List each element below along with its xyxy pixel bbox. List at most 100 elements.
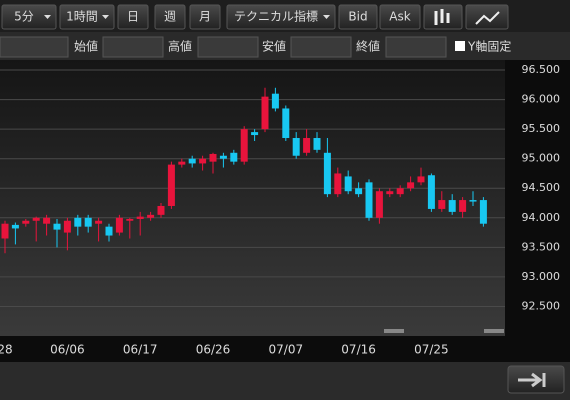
button-label: 日	[127, 10, 139, 24]
chart-type-button[interactable]	[465, 4, 509, 30]
candle-body	[230, 152, 238, 162]
candle-body	[115, 217, 123, 233]
candle-body	[313, 138, 321, 150]
candle-body	[469, 200, 477, 202]
candle-body	[32, 217, 40, 221]
candle-body	[43, 217, 51, 224]
candle-body	[251, 132, 259, 136]
candle-body	[365, 182, 373, 218]
checkbox-label: Y軸固定	[467, 39, 511, 54]
x-tick-label: 07/25	[414, 343, 449, 357]
toolbar-button[interactable]	[226, 4, 336, 30]
candle-body	[188, 158, 196, 164]
toolbar-button[interactable]	[379, 4, 421, 30]
dropdown-arrow	[44, 15, 51, 19]
y-tick-label: 95.000	[522, 152, 561, 165]
candle-body	[53, 223, 61, 230]
candle-body	[261, 96, 269, 130]
candle-body	[95, 220, 103, 224]
candle-body	[407, 182, 415, 189]
candle-body	[167, 164, 175, 206]
candle-body	[1, 223, 9, 239]
candle-body	[344, 176, 352, 192]
candle-body	[157, 205, 165, 215]
candle-body	[303, 138, 311, 153]
candle-body	[438, 200, 446, 209]
candle-body	[417, 176, 425, 183]
input[interactable]	[0, 36, 69, 58]
scroll-handle[interactable]	[384, 329, 404, 333]
field-label: 終値	[356, 39, 380, 54]
line-icon	[475, 11, 500, 25]
candle-body	[479, 200, 487, 224]
y-tick-label: 93.500	[522, 240, 561, 253]
toolbar-button[interactable]	[117, 4, 149, 30]
x-axis-panel	[0, 336, 570, 362]
button-label: 1時間	[66, 10, 98, 24]
x-tick-label: 28	[0, 343, 13, 357]
x-tick-label: 07/16	[341, 343, 376, 357]
candle-body	[375, 191, 383, 218]
candle-body	[459, 200, 467, 212]
candle-body	[126, 218, 134, 221]
candle-body	[292, 138, 300, 156]
toolbar-button[interactable]	[59, 4, 115, 30]
button-label: 週	[164, 10, 176, 24]
candle-body	[178, 161, 186, 165]
y-tick-label: 95.500	[522, 122, 561, 135]
x-tick-label: 06/26	[196, 343, 231, 357]
toolbar-button[interactable]	[189, 4, 221, 30]
button-label: 5分	[14, 10, 34, 24]
input[interactable]	[385, 36, 447, 58]
checkbox[interactable]	[455, 41, 465, 51]
field-label: 安値	[262, 39, 286, 54]
candle-body	[136, 216, 144, 219]
candle-body	[84, 217, 92, 227]
y-tick-label: 93.000	[522, 270, 561, 283]
toolbar-button[interactable]	[1, 4, 57, 30]
candle-body	[240, 129, 248, 162]
candle-body	[22, 220, 30, 224]
candle-body	[323, 152, 331, 195]
y-tick-label: 96.000	[522, 93, 561, 106]
candle-body	[396, 188, 404, 195]
button-label: 月	[199, 10, 211, 24]
field-label: 高値	[168, 39, 192, 54]
x-tick-label: 06/17	[123, 343, 158, 357]
candle-body	[11, 224, 19, 229]
candle-body	[427, 175, 435, 209]
toolbar-button[interactable]	[338, 4, 378, 30]
candle-body	[105, 226, 113, 236]
dropdown-arrow	[323, 15, 330, 19]
input[interactable]	[102, 36, 164, 58]
field-row	[0, 32, 570, 60]
x-tick-label: 06/06	[50, 343, 85, 357]
y-tick-label: 94.500	[522, 181, 561, 194]
x-tick-label: 07/07	[269, 343, 304, 357]
candle-body	[271, 93, 279, 109]
candle-body	[74, 217, 82, 227]
input[interactable]	[290, 36, 352, 58]
candle-body	[355, 188, 363, 195]
y-tick-label: 96.500	[522, 63, 561, 76]
button-label: Bid	[348, 10, 367, 24]
y-tick-label: 94.000	[522, 211, 561, 224]
candle-body	[334, 173, 342, 195]
dropdown-arrow	[102, 15, 109, 19]
y-axis-panel	[505, 60, 570, 336]
toolbar-button[interactable]	[154, 4, 186, 30]
scroll-handle[interactable]	[484, 329, 504, 333]
input[interactable]	[197, 36, 259, 58]
button-label: Ask	[389, 10, 410, 24]
candle-body	[282, 108, 290, 139]
arrow-icon	[518, 372, 546, 388]
button-label: テクニカル指標	[234, 9, 318, 24]
candle-body	[147, 214, 155, 218]
candle-body	[386, 191, 394, 195]
plot-area	[0, 60, 505, 336]
candle-body	[63, 220, 71, 233]
candle-body	[199, 158, 207, 164]
candle-body	[448, 200, 456, 212]
candle-body	[209, 153, 217, 162]
